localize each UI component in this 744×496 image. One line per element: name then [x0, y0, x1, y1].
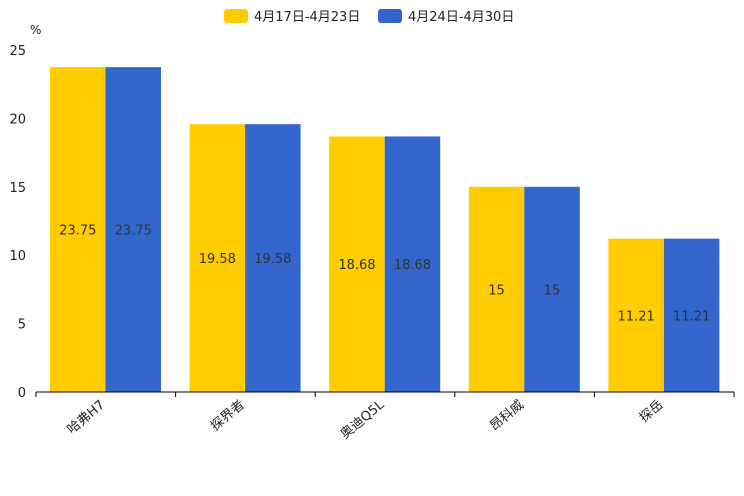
bar — [468, 186, 525, 392]
bar-value-label: 11.21 — [618, 309, 655, 324]
legend-swatch-series-2 — [378, 9, 402, 23]
bar-value-label: 23.75 — [59, 224, 96, 239]
bar-value-label: 19.58 — [254, 252, 291, 267]
legend-label-series-1: 4月17日-4月23日 — [254, 10, 360, 25]
y-tick-label: 20 — [9, 112, 26, 127]
bar — [105, 67, 161, 392]
bar-value-label: 23.75 — [115, 224, 152, 239]
bar — [50, 67, 106, 392]
bar — [189, 124, 246, 392]
y-tick-label: 0 — [18, 386, 26, 401]
x-tick-label: 哈弗H7 — [65, 398, 108, 438]
bar-value-label: 18.68 — [394, 258, 431, 273]
x-axis: 哈弗H7 探界者 奥迪Q5L 昂科威 探岳 — [35, 391, 735, 442]
bar — [329, 136, 385, 392]
bar — [663, 238, 720, 392]
y-tick-label: 15 — [9, 181, 26, 196]
bar — [524, 186, 580, 392]
y-tick-label: 10 — [9, 249, 26, 264]
legend-swatch-series-1 — [224, 9, 248, 23]
y-axis: 0 5 10 15 20 25 — [9, 44, 26, 401]
x-tick-label: 探岳 — [637, 398, 667, 426]
bar — [245, 124, 301, 392]
bar-value-label: 18.68 — [338, 258, 375, 273]
bar — [608, 238, 664, 392]
x-tick-label: 探界者 — [208, 398, 248, 435]
x-tick-label: 奥迪Q5L — [338, 397, 388, 442]
y-axis-unit-label: % — [30, 23, 41, 37]
y-tick-label: 25 — [9, 44, 26, 59]
bar-value-label: 15 — [488, 283, 505, 298]
legend-label-series-2: 4月24日-4月30日 — [408, 10, 514, 25]
legend: 4月17日-4月23日 4月24日-4月30日 — [224, 9, 514, 25]
bars: 23.75 23.75 19.58 19.58 18.68 18.68 15 15 11.21 1… — [50, 67, 720, 392]
bar-value-label: 11.21 — [673, 309, 710, 324]
bar-value-label: 15 — [544, 283, 561, 298]
bar-value-label: 19.58 — [199, 252, 236, 267]
y-tick-label: 5 — [18, 318, 26, 333]
x-tick-label: 昂科威 — [487, 398, 527, 435]
bar — [384, 136, 441, 392]
